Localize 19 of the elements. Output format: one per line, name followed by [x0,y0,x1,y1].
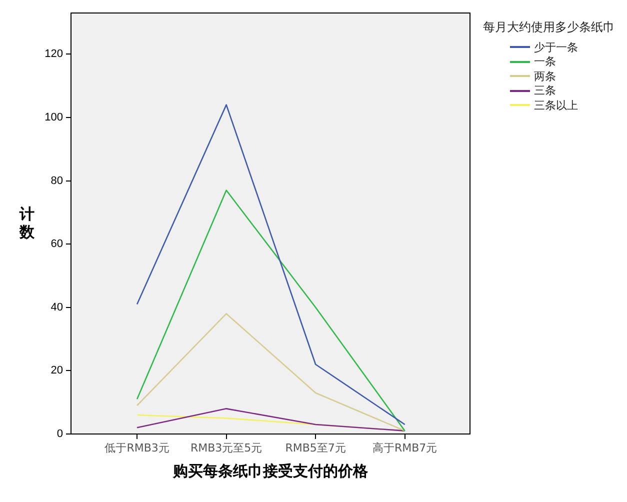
y-tick-label: 60 [50,238,63,250]
y-tick-label: 20 [50,364,63,377]
legend-label: 三条 [534,83,556,98]
legend-label: 一条 [534,54,556,70]
x-tick-label: RMB5至7元 [285,441,346,454]
legend-label: 少于一条 [534,40,578,55]
y-tick-label: 120 [44,48,63,60]
y-tick-label: 40 [50,301,63,314]
y-tick-label: 100 [44,111,63,124]
x-axis-title: 购买每条纸巾接受支付的价格 [172,462,369,481]
legend-title: 每月大约使用多少条纸巾 [482,20,616,34]
y-tick-label: 0 [56,428,63,440]
x-tick-label: 高于RMB7元 [372,441,438,454]
x-tick-label: RMB3元至5元 [190,441,262,454]
legend-label: 三条以上 [534,98,578,113]
x-tick-label: 低于RMB3元 [104,441,170,454]
y-tick-label: 80 [50,174,63,187]
y-axis-title: 计数 [18,205,36,241]
legend-label: 两条 [534,68,556,84]
